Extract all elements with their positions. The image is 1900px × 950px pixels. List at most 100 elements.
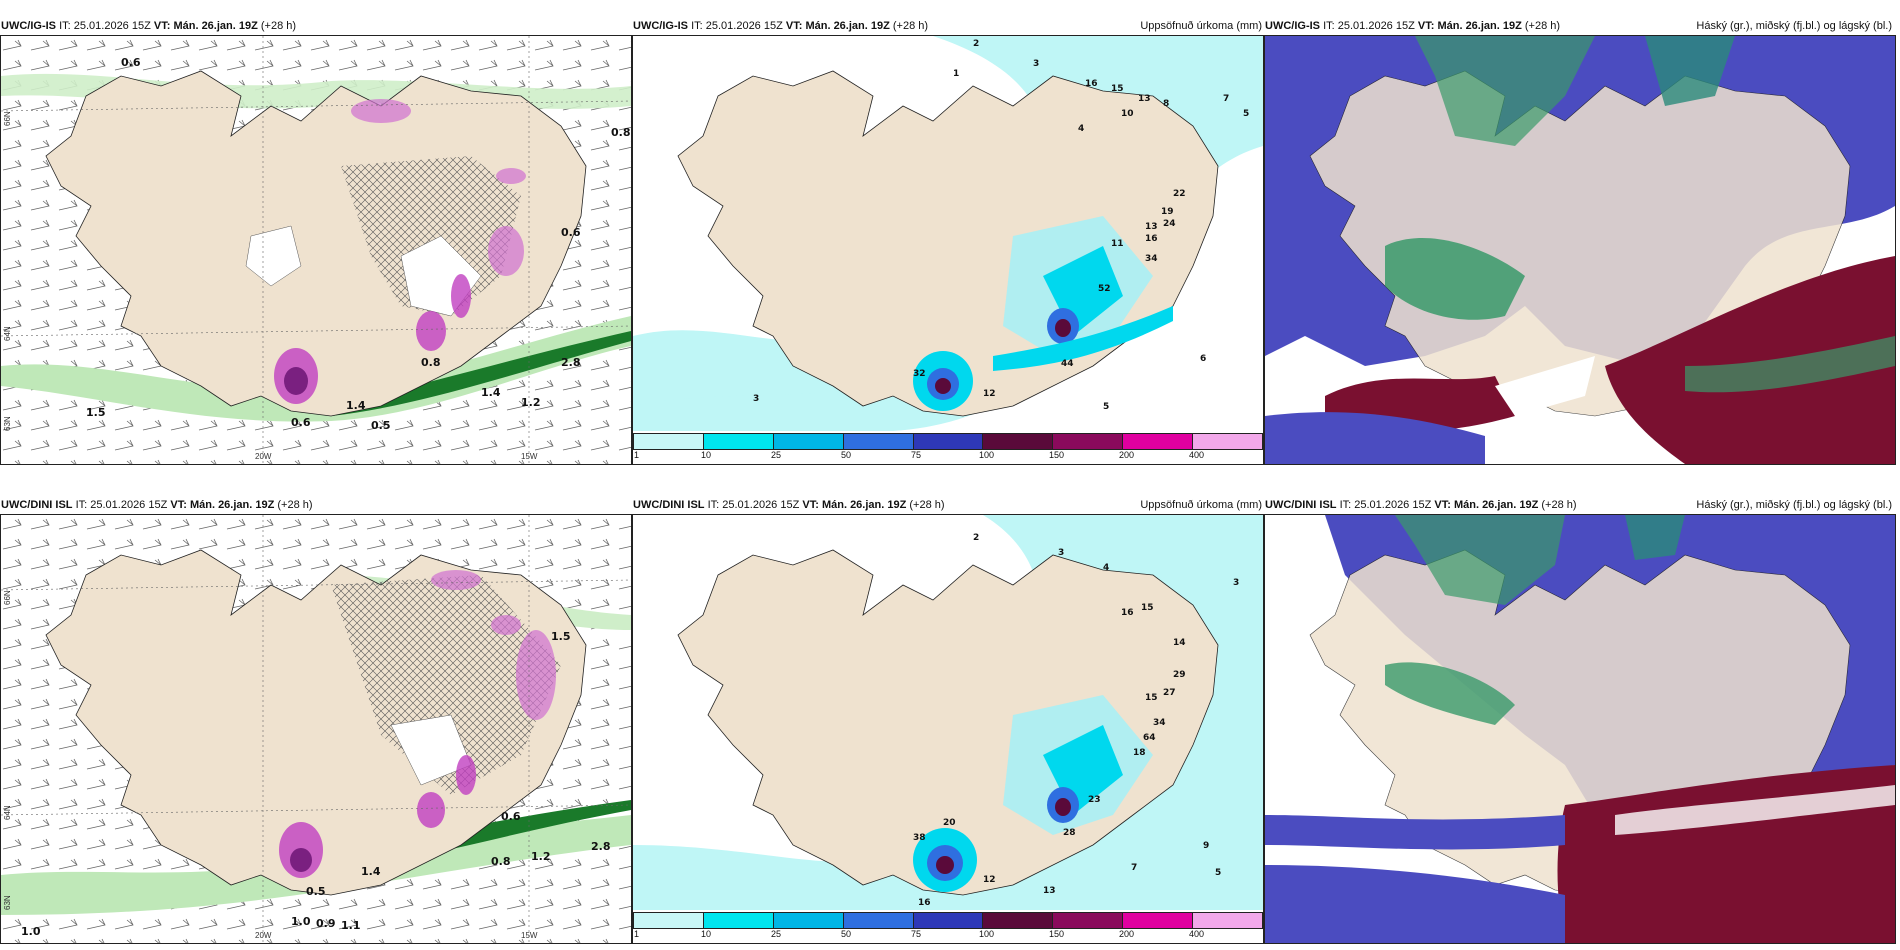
mid-cloud (1265, 412, 1485, 464)
lead-time: (+28 h) (1541, 499, 1577, 511)
model-name: UWC/IG-IS (1265, 20, 1320, 32)
colorbar-label: 25 (771, 929, 782, 939)
wind-panel-header: UWC/DINI ISL IT: 25.01.2026 15Z VT: Mán.… (0, 497, 630, 513)
colorbar-swatch (983, 434, 1054, 449)
precip-value: 16 (1085, 79, 1098, 89)
graticule-line (1, 100, 631, 112)
wind-value: 0.8 (611, 126, 631, 139)
colorbar (633, 433, 1263, 450)
precip-value: 4 (1103, 563, 1109, 573)
colorbar-swatch (773, 434, 844, 449)
vt-label: VT: (1417, 20, 1435, 32)
lon-label: 20W (255, 931, 272, 940)
wind-value: 0.5 (306, 885, 326, 898)
precip-value: 5 (1243, 109, 1249, 119)
colorbar-label: 25 (771, 450, 782, 460)
colorbar-swatch (1053, 434, 1124, 449)
precip-value: 8 (1163, 99, 1169, 109)
wind-value: 1.0 (291, 915, 311, 928)
high-cloud (1395, 515, 1565, 605)
wind-value: 2.8 (591, 840, 611, 853)
wind-panel-title: UWC/DINI ISL IT: 25.01.2026 15Z VT: Mán.… (1, 499, 313, 511)
precip-value: 3 (1033, 59, 1039, 69)
wind-value: 1.4 (361, 865, 381, 878)
wind-map-panel[interactable]: 0.8 0.6 0.6 0.5 1.5 1.4 1.2 0.8 0.6 2.8 … (0, 35, 632, 465)
it-label: IT: (59, 20, 71, 32)
green-band (1, 316, 631, 422)
colorbar-label: 1 (634, 929, 640, 939)
precip-value: 15 (1145, 693, 1158, 703)
model-name: UWC/IG-IS (1, 20, 56, 32)
wind-value: 1.0 (21, 925, 41, 938)
precip-value: 13 (1138, 94, 1151, 104)
colorbar-swatch (913, 434, 984, 449)
precip-core (1055, 798, 1071, 816)
precip-title-right: Uppsöfnuð úrkoma (mm) (1140, 499, 1262, 511)
magenta-cell (417, 792, 445, 828)
vt-label: VT: (153, 20, 171, 32)
colorbar-swatch (703, 434, 774, 449)
precip-value: 44 (1061, 359, 1074, 369)
precip-value: 7 (1223, 94, 1229, 104)
wind-panel-header: UWC/IG-IS IT: 25.01.2026 15Z VT: Mán. 26… (0, 18, 630, 34)
lat-label: 64N (3, 805, 12, 820)
wind-value: 2.8 (561, 356, 581, 369)
magenta-core (290, 848, 312, 872)
precip-title-right: Uppsöfnuð úrkoma (mm) (1140, 20, 1262, 32)
it-value: 25.01.2026 15Z (1354, 499, 1432, 511)
vt-value: Mán. 26.jan. 19Z (805, 20, 890, 32)
magenta-cell (431, 570, 481, 590)
precip-value: 10 (1121, 109, 1134, 119)
vt-value: Mán. 26.jan. 19Z (1437, 20, 1522, 32)
precip-value: 3 (753, 394, 759, 404)
colorbar-label: 10 (701, 929, 712, 939)
clear-sky (1615, 785, 1895, 835)
graticule-line (1, 579, 631, 591)
precip-value: 27 (1163, 688, 1176, 698)
high-cloud (1385, 662, 1515, 725)
wind-value: 0.5 (371, 419, 391, 432)
precip-map-panel[interactable]: 2 3 4 16 15 14 29 27 15 34 64 18 23 28 1… (632, 514, 1264, 944)
colorbar-label: 400 (1189, 929, 1205, 939)
vt-value: Mán. 26.jan. 19Z (173, 20, 258, 32)
cloud-map-panel[interactable] (1264, 35, 1896, 465)
precip-value: 52 (1098, 284, 1111, 294)
precip-value: 6 (1200, 354, 1206, 364)
dark-green-band (331, 331, 631, 416)
cloud-title-right: Háský (gr.), miðský (fj.bl.) og lágský (… (1696, 499, 1892, 511)
precip-value: 15 (1141, 603, 1154, 613)
lat-label: 66N (3, 111, 12, 126)
colorbar-label: 400 (1189, 450, 1205, 460)
colorbar-label: 50 (841, 929, 852, 939)
wind-value: 1.2 (521, 396, 541, 409)
it-value: 25.01.2026 15Z (73, 20, 151, 32)
precip-value: 11 (1111, 239, 1124, 249)
wind-value: 0.8 (491, 855, 511, 868)
magenta-cell (456, 755, 476, 795)
wind-map-panel[interactable]: 1.0 1.0 0.9 1.1 0.5 0.8 0.6 1.5 1.4 1.2 … (0, 514, 632, 944)
wind-value: 1.4 (346, 399, 366, 412)
lon-label: 20W (255, 452, 272, 461)
precip-value: 23 (1088, 795, 1101, 805)
precip-value: 13 (1043, 886, 1056, 896)
wind-value: 1.2 (531, 850, 551, 863)
cloud-panel-title: UWC/DINI ISL IT: 25.01.2026 15Z VT: Mán.… (1265, 499, 1577, 511)
magenta-cell (491, 615, 521, 635)
precip-map: 2 3 1 16 15 13 10 8 7 5 4 22 24 19 16 13… (633, 36, 1263, 431)
precip-value: 18 (1133, 748, 1146, 758)
precip-value: 15 (1111, 84, 1124, 94)
precip-value: 29 (1173, 670, 1186, 680)
wind-value: 1.5 (86, 406, 106, 419)
precip-map: 2 3 4 16 15 14 29 27 15 34 64 18 23 28 1… (633, 515, 1263, 910)
it-value: 25.01.2026 15Z (1337, 20, 1415, 32)
lon-label: 15W (521, 452, 538, 461)
cloud-title-right: Háský (gr.), miðský (fj.bl.) og lágský (… (1696, 20, 1892, 32)
wind-value: 0.8 (421, 356, 441, 369)
it-value: 25.01.2026 15Z (722, 499, 800, 511)
cloud-map-panel[interactable] (1264, 514, 1896, 944)
precip-map-panel[interactable]: 2 3 1 16 15 13 10 8 7 5 4 22 24 19 16 13… (632, 35, 1264, 465)
precip-value: 2 (973, 39, 979, 49)
colorbar-label: 100 (979, 450, 995, 460)
precip-value: 16 (918, 898, 931, 908)
it-label: IT: (75, 499, 88, 511)
